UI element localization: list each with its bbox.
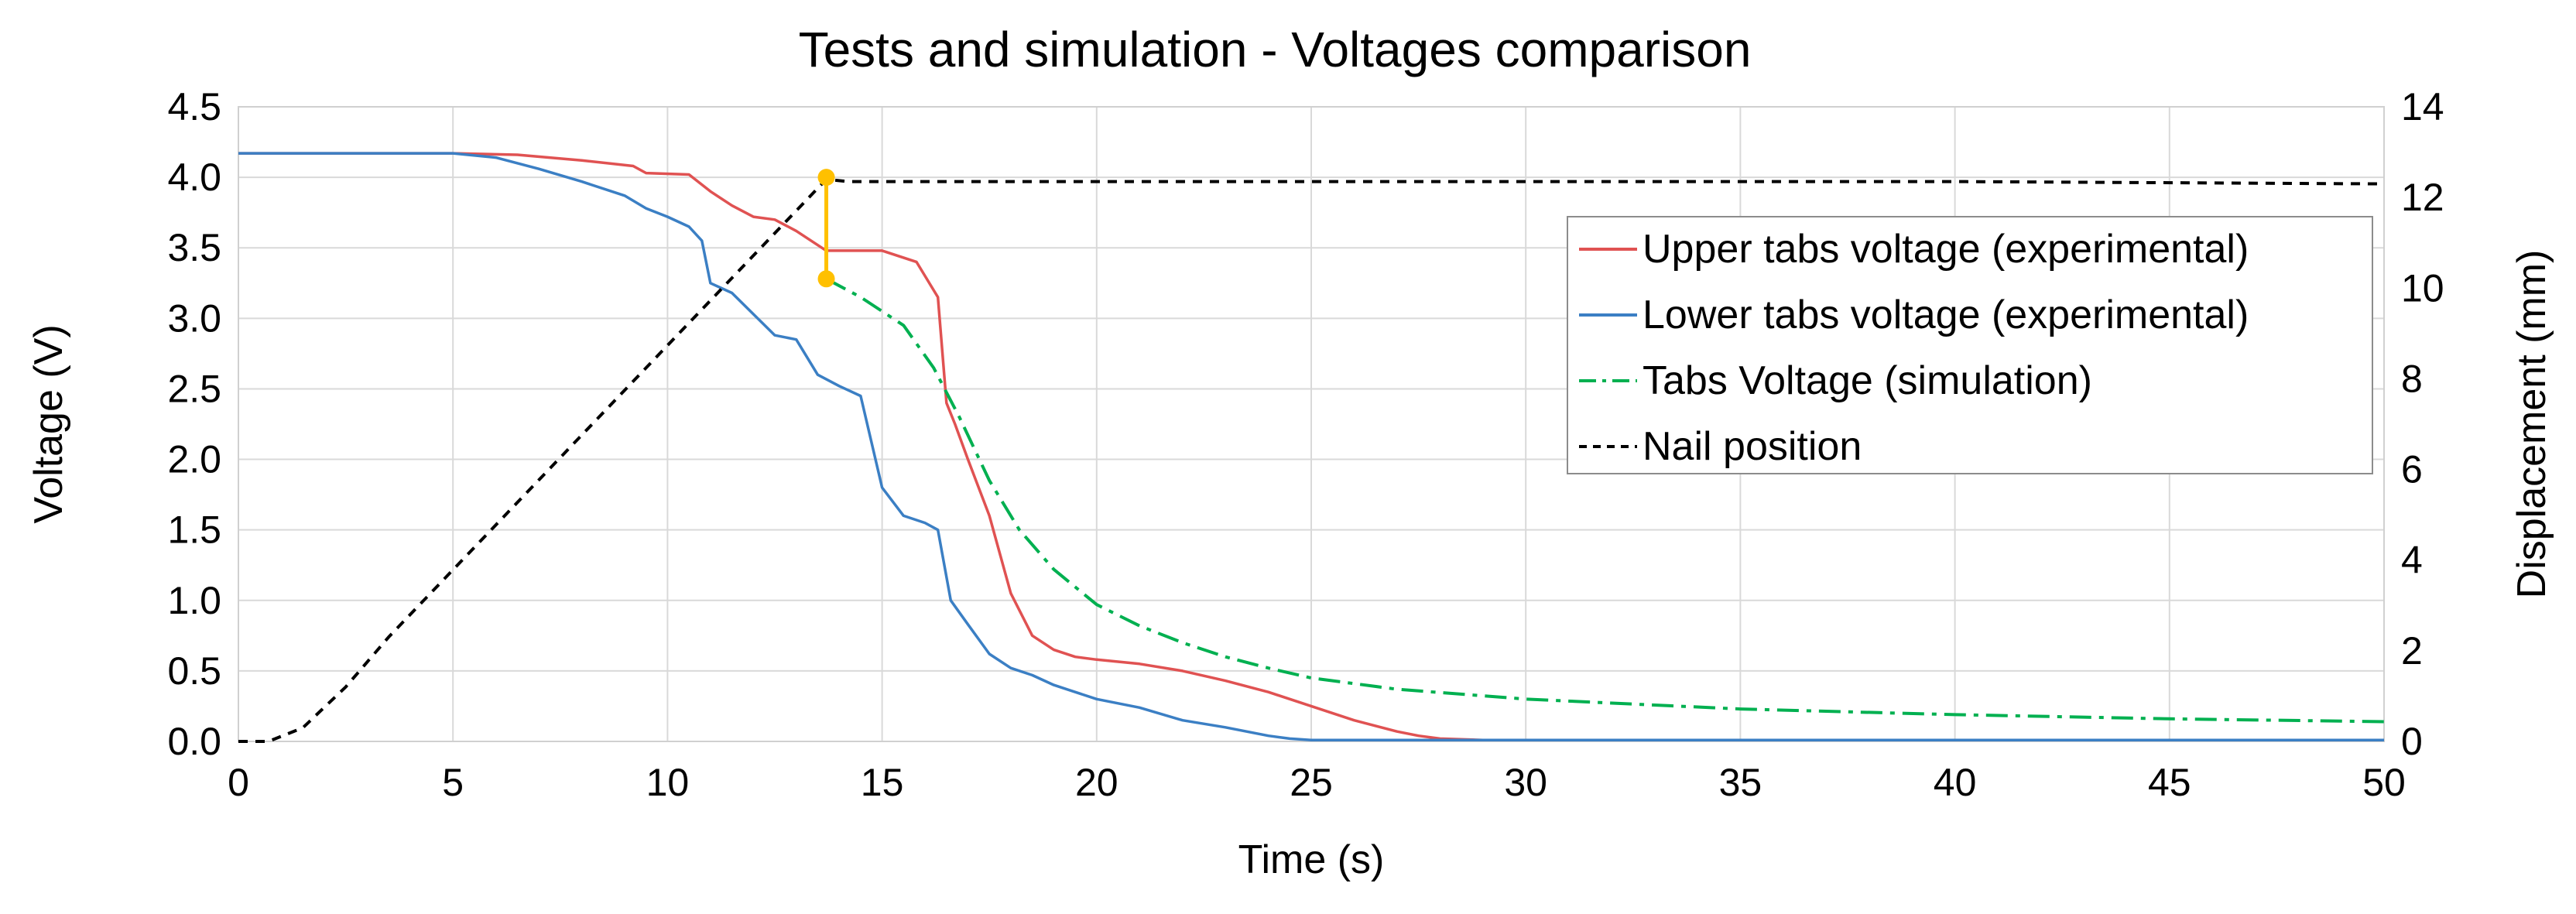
y-tick-label: 2.5 bbox=[167, 367, 221, 410]
series-line-2 bbox=[825, 277, 2385, 724]
y-tick-label: 2.0 bbox=[167, 438, 221, 481]
series-line-1 bbox=[238, 152, 2384, 741]
x-tick-label: 10 bbox=[646, 761, 690, 804]
y2-tick-label: 0 bbox=[2401, 720, 2423, 763]
legend-label-2: Tabs Voltage (simulation) bbox=[1643, 358, 2092, 403]
y-tick-label: 4.5 bbox=[167, 85, 221, 128]
x-tick-label: 20 bbox=[1075, 761, 1118, 804]
y2-axis-title: Displacement (mm) bbox=[2509, 250, 2554, 599]
series-line-0 bbox=[238, 152, 2384, 741]
y2-tick-label: 8 bbox=[2401, 357, 2423, 400]
annotation-dot-bottom bbox=[817, 270, 835, 288]
x-tick-label: 50 bbox=[2362, 761, 2406, 804]
y-axis-title: Voltage (V) bbox=[26, 324, 71, 523]
plot-area-border bbox=[238, 106, 2385, 742]
x-tick-label: 0 bbox=[228, 761, 249, 804]
x-axis-title: Time (s) bbox=[1238, 837, 1385, 882]
x-tick-label: 30 bbox=[1504, 761, 1547, 804]
y-tick-label: 0.0 bbox=[167, 720, 221, 763]
y-tick-labels: 0.0 0.5 1.0 1.5 2.0 2.5 3.0 3.5 4.0 4.5 bbox=[167, 85, 221, 763]
y-tick-label: 3.0 bbox=[167, 296, 221, 340]
y-tick-label: 3.5 bbox=[167, 226, 221, 269]
x-tick-label: 15 bbox=[861, 761, 904, 804]
x-tick-label: 35 bbox=[1719, 761, 1762, 804]
x-tick-labels: 0 5 10 15 20 25 30 35 40 45 50 bbox=[228, 761, 2406, 804]
legend-label-0: Upper tabs voltage (experimental) bbox=[1643, 227, 2249, 272]
y2-tick-label: 6 bbox=[2401, 448, 2423, 491]
x-tick-label: 25 bbox=[1290, 761, 1333, 804]
annotation-marker bbox=[817, 169, 835, 288]
legend-box bbox=[1567, 216, 2373, 474]
y2-tick-label: 10 bbox=[2401, 266, 2444, 310]
y2-tick-label: 4 bbox=[2401, 539, 2423, 582]
annotation-dot-top bbox=[817, 169, 835, 187]
y-tick-label: 4.0 bbox=[167, 156, 221, 199]
x-tick-label: 45 bbox=[2148, 761, 2191, 804]
y-tick-label: 0.5 bbox=[167, 649, 221, 693]
y2-tick-label: 12 bbox=[2401, 176, 2444, 219]
chart-title: Tests and simulation - Voltages comparis… bbox=[799, 22, 1752, 77]
x-tick-label: 5 bbox=[442, 761, 464, 804]
x-tick-label: 40 bbox=[1934, 761, 1977, 804]
y-tick-label: 1.5 bbox=[167, 508, 221, 552]
legend-label-3: Nail position bbox=[1643, 424, 1862, 469]
y2-tick-label: 2 bbox=[2401, 629, 2423, 673]
legend: Upper tabs voltage (experimental) Lower t… bbox=[1567, 216, 2373, 474]
y2-tick-labels: 0 2 4 6 8 10 12 14 bbox=[2401, 85, 2444, 763]
y2-tick-label: 14 bbox=[2401, 85, 2444, 128]
y-tick-label: 1.0 bbox=[167, 579, 221, 622]
legend-label-1: Lower tabs voltage (experimental) bbox=[1643, 293, 2249, 337]
